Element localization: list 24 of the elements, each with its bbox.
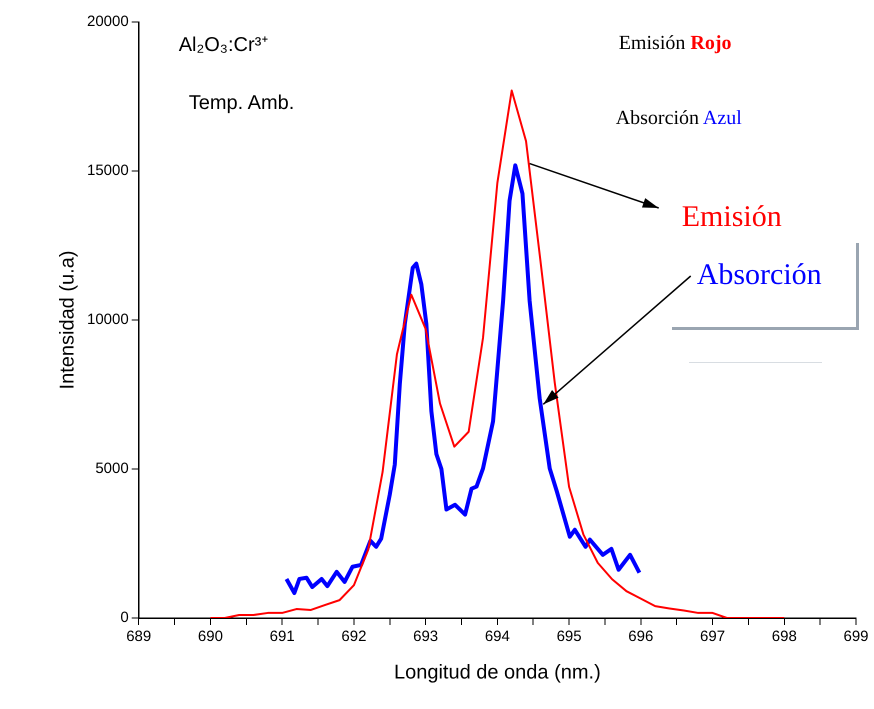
annotation: Temp. Amb.: [188, 92, 294, 115]
x-axis-title: Longitud de onda (nm.): [394, 662, 601, 684]
x-tick-label: 690: [198, 628, 223, 646]
annotation: Absorción: [696, 258, 822, 292]
x-tick-label: 699: [843, 628, 869, 646]
y-tick-label: 0: [120, 609, 129, 626]
x-tick-label: 695: [556, 628, 582, 646]
x-tick-label: 697: [700, 628, 726, 646]
x-tick-label: 689: [126, 628, 152, 646]
x-tick-label: 692: [341, 628, 366, 646]
annotation: Al₂O₃:Cr³⁺: [178, 33, 268, 57]
y-tick-label: 5000: [95, 460, 129, 478]
x-tick-label: 698: [772, 628, 797, 646]
x-tick-label: 696: [628, 628, 654, 646]
annotation: Absorción Azul: [616, 107, 742, 129]
y-tick-label: 20000: [86, 13, 129, 30]
x-tick-label: 694: [484, 628, 510, 646]
x-tick-label: 691: [270, 628, 295, 646]
y-tick-label: 15000: [86, 162, 129, 180]
y-tick-label: 10000: [86, 311, 129, 328]
annotation: Emisión: [682, 200, 782, 234]
y-axis-title: Intensidad (u.a): [56, 250, 79, 390]
x-tick-label: 693: [413, 628, 438, 646]
annotation: Emisión Rojo: [618, 32, 732, 54]
